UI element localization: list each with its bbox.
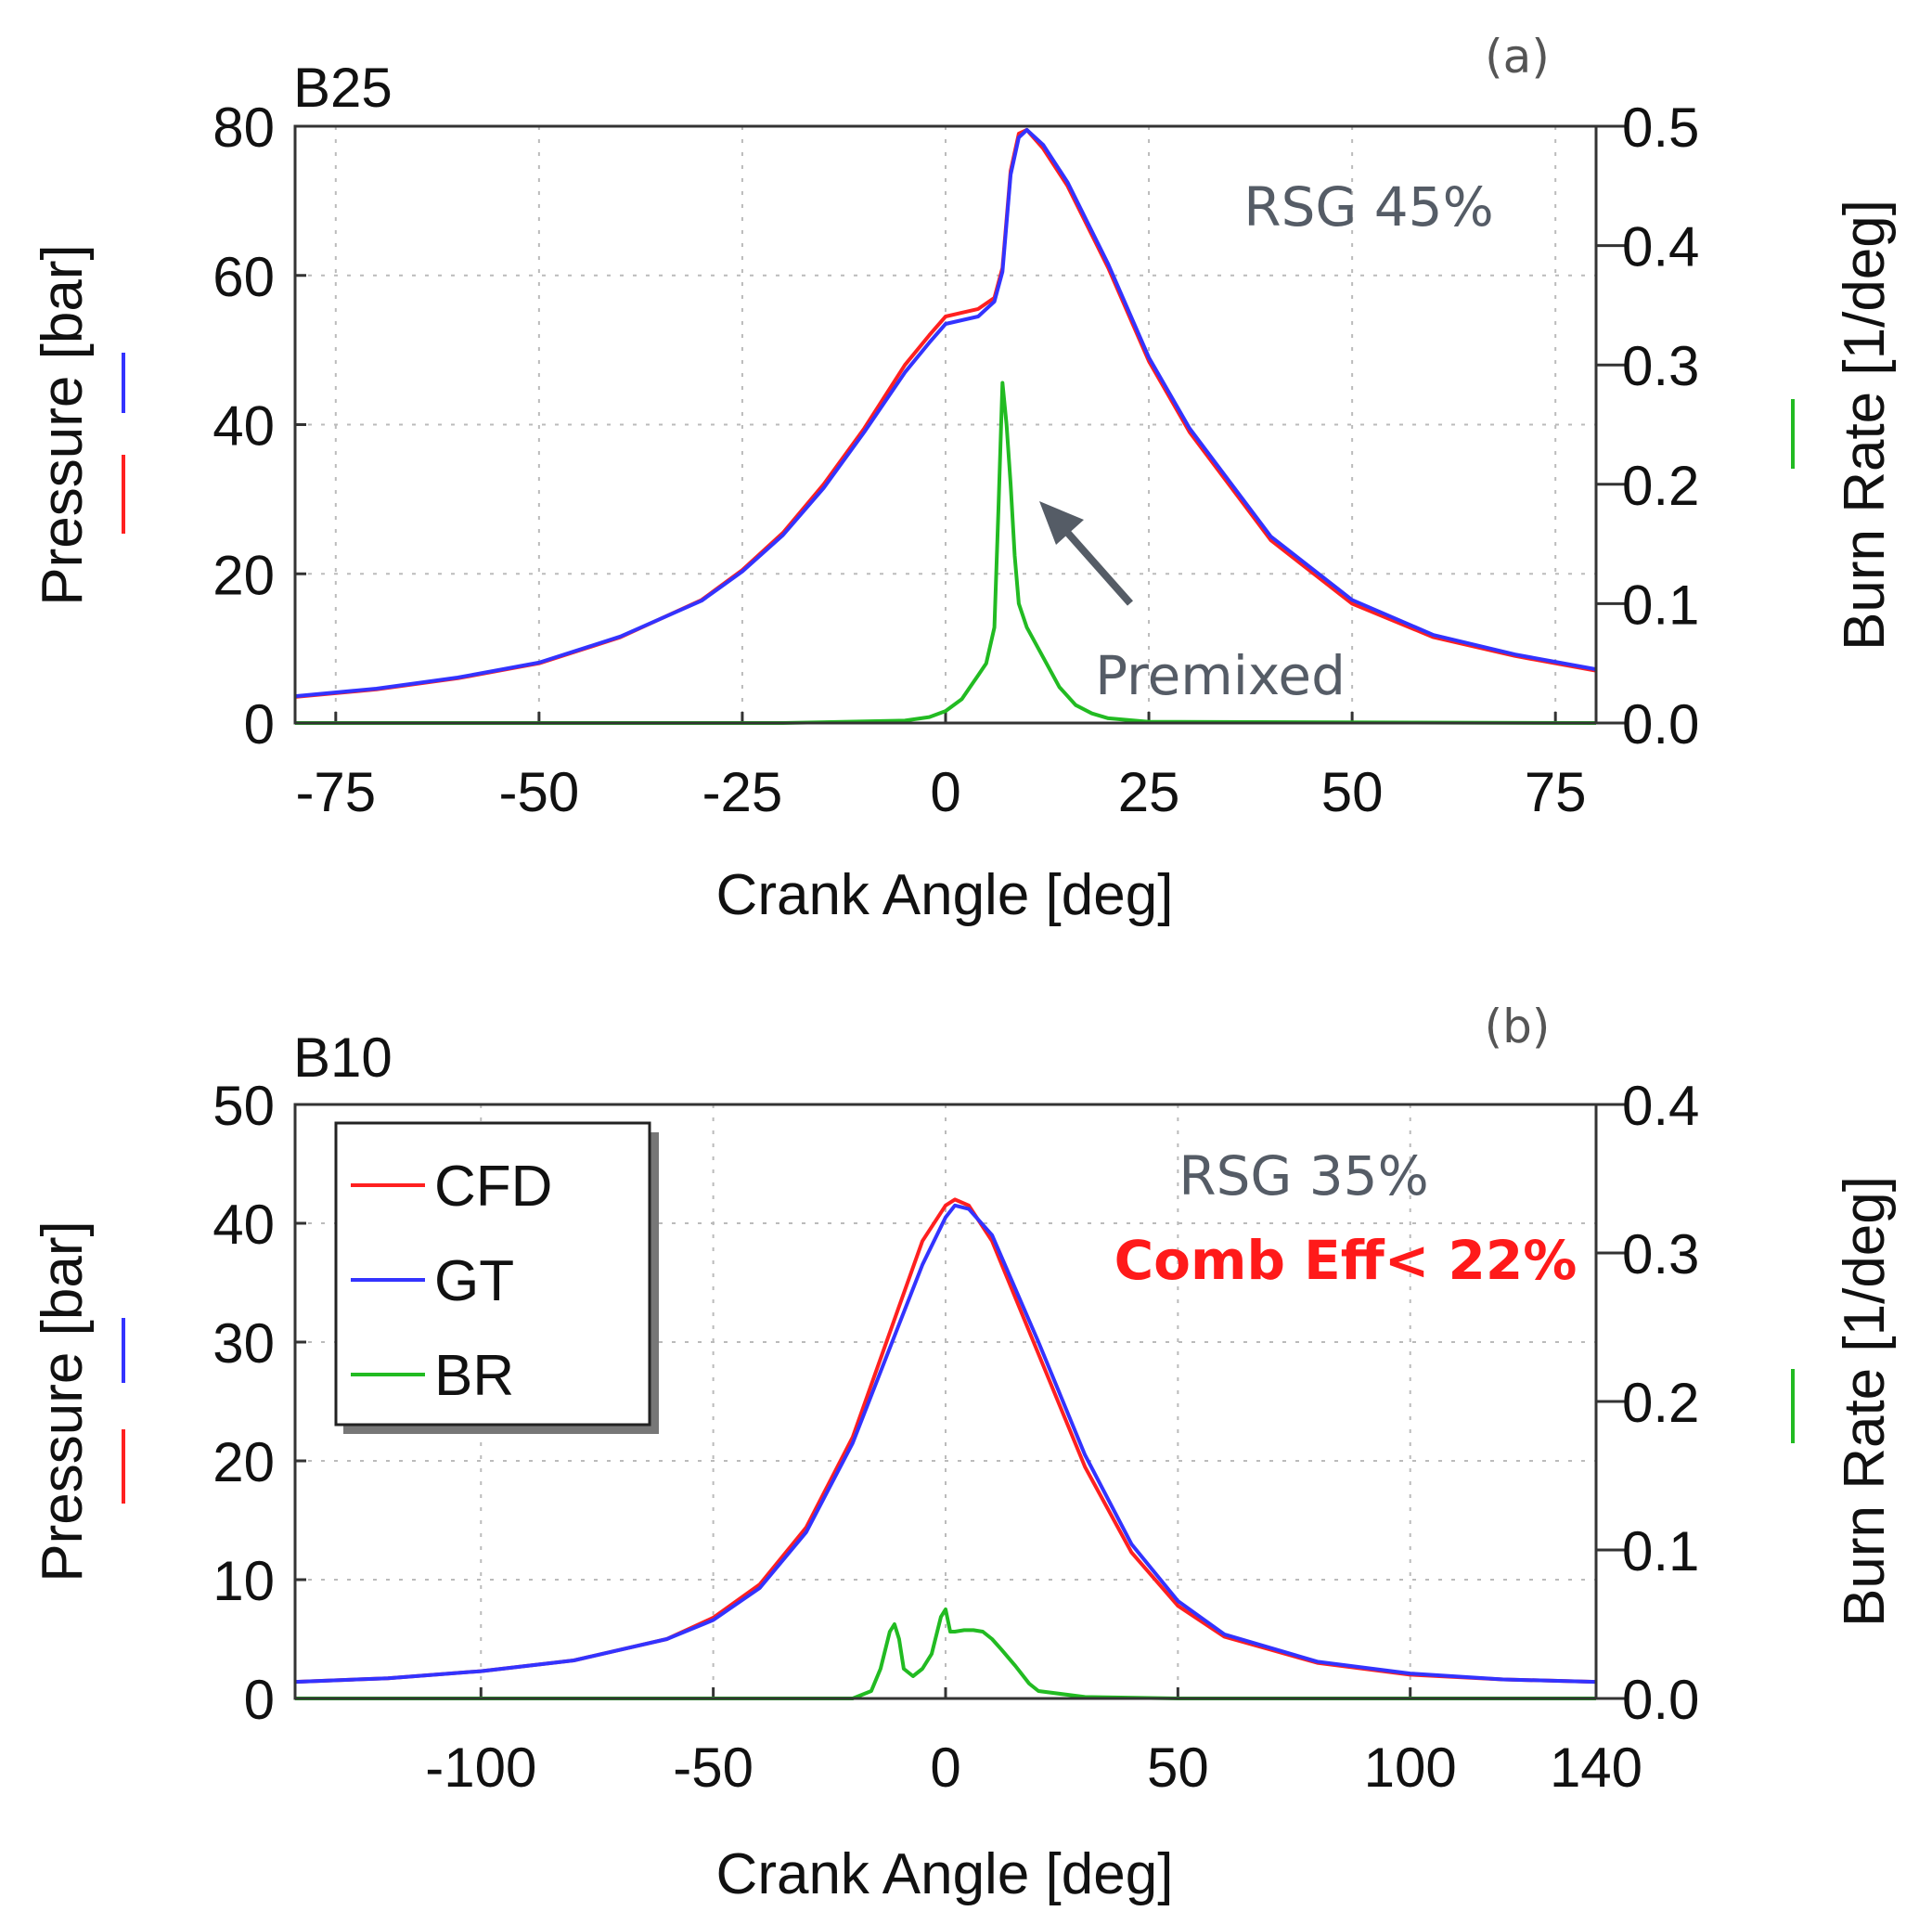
y-right-tick-label: 0.0 [1622,693,1699,755]
y-right-tick-label: 0.0 [1622,1669,1699,1731]
series-line-gt [294,1203,1597,1685]
panel-a: (a) B25 -75 -50 -25 0 25 50 75 0 20 40 60 80 0.0 0.1 0… [31,30,1897,927]
panel-a-plot-frame [293,124,1598,725]
y-right-tick-label: 0.4 [1622,1075,1699,1137]
series-line-br [295,1608,1596,1700]
y-left-tick-label: 10 [213,1550,275,1612]
x-tick-label: 25 [1118,761,1180,823]
y-right-tick-label: 0.2 [1622,455,1699,517]
series-line-br [295,381,1597,725]
panel-a-ticks: -75 -50 -25 0 25 50 75 0 20 40 60 80 0.0 0.1 0.2 0.3 0.4… [213,97,1699,823]
x-tick-label: 50 [1321,761,1384,823]
x-tick-label: 75 [1525,761,1587,823]
y-left-tick-label: 20 [213,1431,275,1493]
panel-b-xlabel: Crank Angle [deg] [716,1842,1174,1906]
panel-a-arrow [1039,501,1133,606]
panel-a-arrow-head [1039,501,1084,545]
y-left-tick-label: 50 [213,1075,275,1137]
y-right-tick-label: 0.1 [1622,1520,1699,1582]
y-right-tick-label: 0.1 [1622,574,1699,636]
y-left-tick-label: 30 [213,1312,275,1375]
x-tick-label: 0 [930,761,960,823]
panel-a-arrow-shaft [1062,526,1133,606]
panel-b-plot-frame [293,1103,1598,1700]
y-left-tick-label: 60 [213,246,275,308]
panel-a-series [294,128,1597,725]
x-tick-label: 100 [1364,1737,1457,1799]
x-tick-label: -50 [499,761,580,823]
panel-a-label: (a) [1485,30,1550,84]
legend-entries: CFD GT BR [351,1155,552,1408]
y-left-tick-label: 40 [213,395,275,458]
panel-b-ylabel-right: Burn Rate [1/deg] [1833,1176,1897,1627]
panel-a-ylabel-left: Pressure [bar] [31,244,95,605]
legend-label-gt: GT [434,1249,514,1313]
x-tick-label: -25 [702,761,783,823]
y-right-tick-label: 0.5 [1622,97,1699,159]
legend-label-br: BR [434,1344,514,1408]
panel-b-title: B10 [293,1027,393,1089]
x-tick-label: -100 [425,1737,536,1799]
panel-a-ylabel-right: Burn Rate [1/deg] [1833,200,1897,651]
y-left-tick-label: 0 [244,1669,275,1731]
y-left-tick-label: 80 [213,97,275,159]
panel-b-ylabel-left: Pressure [bar] [31,1220,95,1582]
panel-a-grid [295,126,1596,723]
y-right-tick-label: 0.2 [1622,1372,1699,1434]
y-left-tick-label: 20 [213,544,275,606]
panel-b-rsg-annotation: RSG 35% [1179,1144,1428,1207]
y-right-tick-label: 0.3 [1622,335,1699,397]
panel-a-rsg-annotation: RSG 45% [1243,175,1493,239]
panel-b-comb-eff-annotation: Comb Eff< 22% [1114,1229,1578,1292]
panel-a-title: B25 [293,57,393,119]
panel-b-legend: CFD GT BR [334,1121,659,1434]
panel-a-xlabel: Crank Angle [deg] [716,863,1174,927]
panel-b-label: (b) [1485,1000,1551,1053]
x-tick-label: -50 [673,1737,753,1799]
y-left-tick-label: 0 [244,693,275,755]
x-tick-label: 140 [1550,1737,1642,1799]
x-tick-label: 50 [1147,1737,1209,1799]
panel-b-ticks: -100 -50 0 50 100 140 0 10 20 30 40 50 0.0 0.1 0.2 0.3 0… [213,1075,1699,1799]
y-right-tick-label: 0.4 [1622,216,1699,278]
y-left-tick-label: 40 [213,1194,275,1256]
panel-b-series [294,1197,1597,1700]
legend-label-cfd: CFD [434,1155,552,1219]
panel-b: (b) B10 -100 -50 0 50 100 140 0 10 20 30 40 50 0.0 0.… [31,1000,1897,1906]
panel-a-premixed-annotation: Premixed [1095,644,1346,707]
x-tick-label: -75 [295,761,376,823]
y-right-tick-label: 0.3 [1622,1223,1699,1285]
series-line-gt [294,128,1597,699]
x-tick-label: 0 [930,1737,960,1799]
